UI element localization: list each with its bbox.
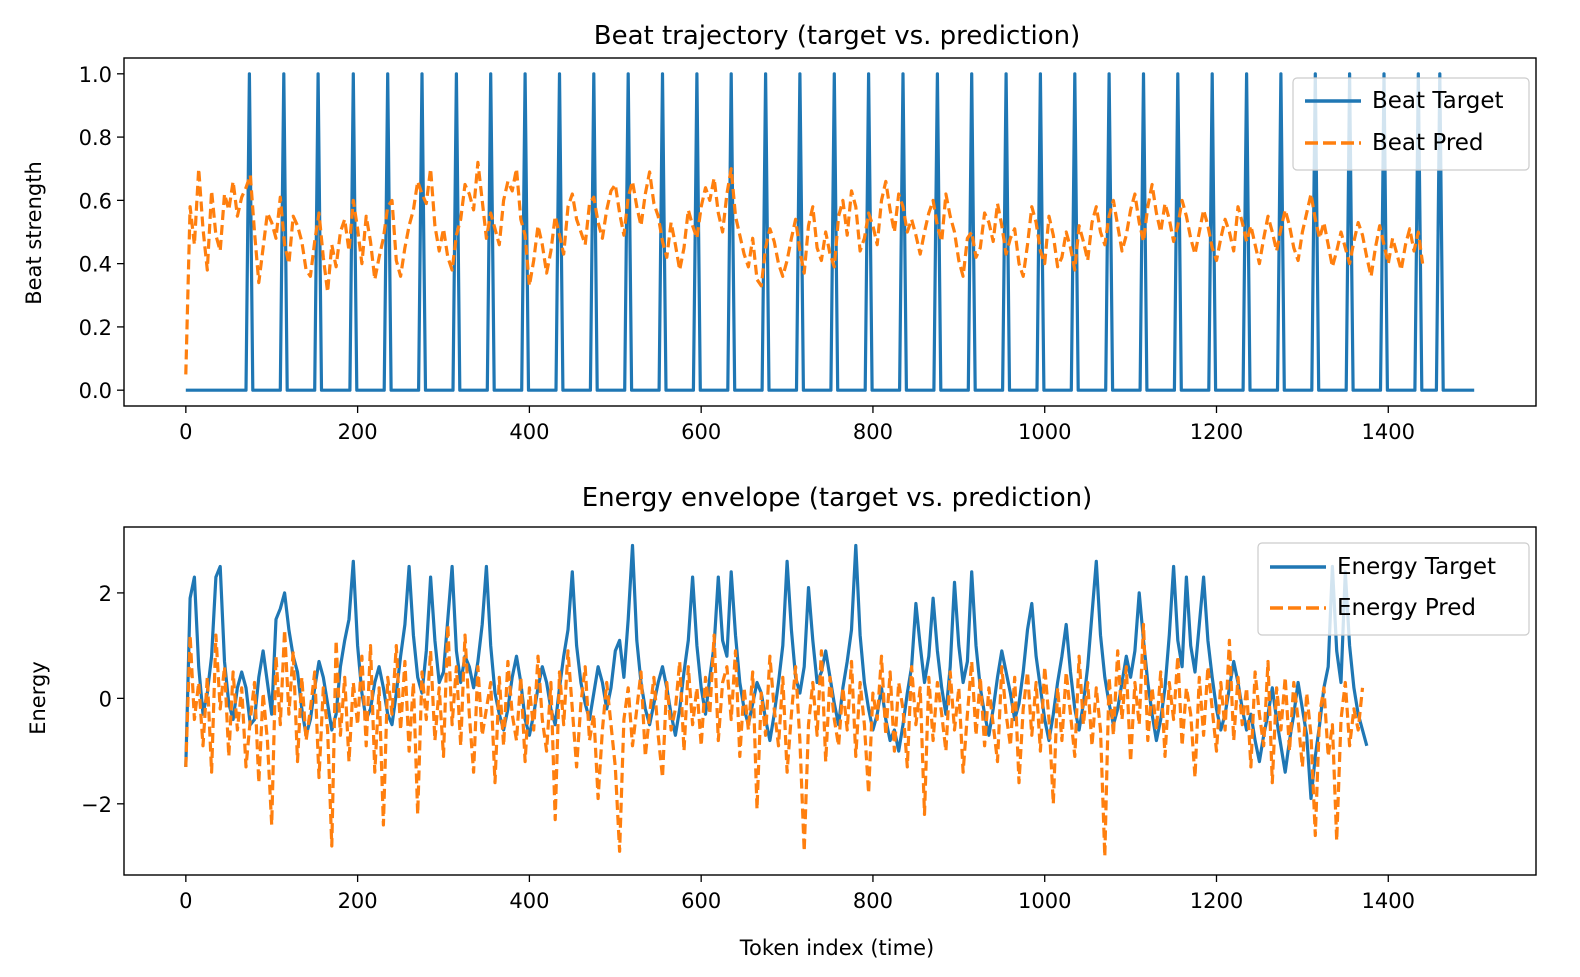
energy-target-line xyxy=(184,543,1369,801)
beat-y-tick-label: 0.8 xyxy=(79,126,112,150)
beat-title: Beat trajectory (target vs. prediction) xyxy=(594,21,1081,51)
beat-y-tick-label: 1.0 xyxy=(79,63,112,87)
energy-legend-target-label: Energy Target xyxy=(1337,554,1496,580)
energy-ylabel: Energy xyxy=(26,661,50,735)
beat-x-tick-label: 1200 xyxy=(1190,420,1243,444)
energy-legend: Energy Target Energy Pred xyxy=(1257,542,1530,636)
beat-ylabel: Beat strength xyxy=(22,161,46,305)
energy-x-tick-label: 1400 xyxy=(1362,889,1415,913)
beat-x-tick-label: 400 xyxy=(509,420,549,444)
beat-x-axis: 0 200 400 600 800 1000 1200 1400 xyxy=(179,406,1415,444)
beat-x-tick-label: 1400 xyxy=(1362,420,1415,444)
energy-title: Energy envelope (target vs. prediction) xyxy=(582,483,1093,513)
energy-x-tick-label: 800 xyxy=(853,889,893,913)
beat-axes-frame xyxy=(123,57,1537,407)
energy-x-tick-label: 600 xyxy=(681,889,721,913)
beat-x-tick-label: 200 xyxy=(338,420,378,444)
energy-y-tick-label: −2 xyxy=(81,793,112,817)
energy-panel: Energy envelope (target vs. prediction) … xyxy=(26,483,1537,960)
energy-x-tick-label: 1200 xyxy=(1190,889,1243,913)
energy-x-axis: 0 200 400 600 800 1000 1200 1400 xyxy=(179,875,1415,913)
energy-legend-pred-label: Energy Pred xyxy=(1337,595,1476,621)
beat-legend-target-label: Beat Target xyxy=(1372,88,1504,114)
beat-prediction-line xyxy=(184,160,1425,375)
beat-target-line xyxy=(185,72,1475,392)
energy-y-tick-label: 2 xyxy=(99,582,112,606)
energy-series-layer xyxy=(184,543,1369,859)
energy-prediction-line xyxy=(184,622,1365,859)
beat-x-tick-label: 800 xyxy=(853,420,893,444)
energy-x-tick-label: 200 xyxy=(338,889,378,913)
beat-y-tick-label: 0.4 xyxy=(79,253,112,277)
beat-x-tick-label: 0 xyxy=(179,420,192,444)
beat-series-layer xyxy=(184,72,1475,392)
beat-panel: Beat trajectory (target vs. prediction) … xyxy=(22,21,1537,444)
beat-x-tick-label: 600 xyxy=(681,420,721,444)
beat-y-axis: 0.0 0.2 0.4 0.6 0.8 1.0 xyxy=(79,63,124,403)
energy-y-axis: −2 0 2 xyxy=(81,582,124,817)
energy-x-tick-label: 0 xyxy=(179,889,192,913)
energy-x-tick-label: 400 xyxy=(509,889,549,913)
energy-xlabel: Token index (time) xyxy=(739,936,934,960)
beat-y-tick-label: 0.2 xyxy=(79,316,112,340)
energy-x-tick-label: 1000 xyxy=(1018,889,1071,913)
beat-x-tick-label: 1000 xyxy=(1018,420,1071,444)
beat-legend-pred-label: Beat Pred xyxy=(1372,130,1484,156)
energy-axes-frame xyxy=(123,526,1537,876)
energy-y-tick-label: 0 xyxy=(99,687,112,711)
beat-y-tick-label: 0.0 xyxy=(79,379,112,403)
beat-legend: Beat Target Beat Pred xyxy=(1292,77,1530,171)
beat-y-tick-label: 0.6 xyxy=(79,189,112,213)
